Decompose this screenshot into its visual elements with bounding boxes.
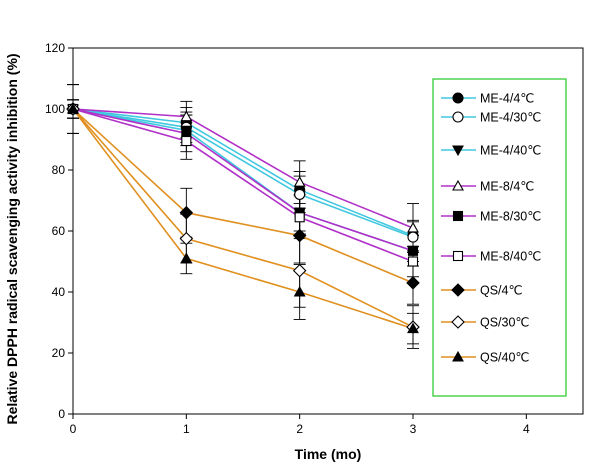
y-axis-title: Relative DPPH radical scavenging activit… xyxy=(4,53,20,424)
legend-entry: ME-4/40℃ xyxy=(441,144,541,158)
data-point xyxy=(180,110,193,122)
x-tick-label: 1 xyxy=(183,422,190,436)
legend-marker xyxy=(452,350,464,362)
legend-marker xyxy=(451,315,465,329)
data-point xyxy=(181,135,192,147)
series-lines xyxy=(72,108,414,330)
data-point xyxy=(293,176,306,187)
legend: ME-4/4℃ ME-4/30℃ ME-4/40℃ ME-8/4℃ ME-8/30℃ ME… xyxy=(432,78,567,397)
legend-label: QS/4℃ xyxy=(480,284,523,298)
x-tick-label: 2 xyxy=(296,422,303,436)
legend-marker xyxy=(452,250,464,262)
series-line-6 xyxy=(72,108,414,284)
data-point xyxy=(180,252,193,264)
legend-entry: ME-8/4℃ xyxy=(441,180,534,194)
y-tick-label: 0 xyxy=(58,407,65,421)
data-point xyxy=(179,205,194,220)
data-point xyxy=(294,188,306,200)
legend-marker xyxy=(452,145,464,157)
series-line-7 xyxy=(72,108,414,328)
legend-box xyxy=(432,78,567,397)
data-point xyxy=(179,231,194,246)
legend-entry: ME-4/4℃ xyxy=(441,92,534,106)
legend-entry: ME-4/30℃ xyxy=(441,111,541,125)
data-point xyxy=(406,276,420,290)
legend-entry: QS/40℃ xyxy=(441,351,529,365)
legend-entry: QS/4℃ xyxy=(441,283,523,298)
x-tick-label: 4 xyxy=(523,422,530,436)
legend-label: ME-4/40℃ xyxy=(480,144,541,158)
legend-entry: ME-8/40℃ xyxy=(441,250,541,264)
data-point xyxy=(292,263,307,278)
legend-entry: ME-8/30℃ xyxy=(441,210,541,224)
data-point xyxy=(407,221,419,233)
y-tick-label: 60 xyxy=(52,224,66,238)
x-tick-label: 0 xyxy=(70,422,77,436)
series-line-4 xyxy=(72,108,414,252)
y-tick-label: 40 xyxy=(52,285,66,299)
series-line-8 xyxy=(72,108,414,330)
data-point xyxy=(407,256,419,267)
legend-marker xyxy=(452,179,464,191)
legend-marker xyxy=(452,92,464,104)
legend-label: ME-4/4℃ xyxy=(480,92,534,106)
y-tick-label: 80 xyxy=(52,163,66,177)
legend-label: ME-4/30℃ xyxy=(480,111,541,125)
data-point xyxy=(292,228,307,243)
legend-label: QS/30℃ xyxy=(480,316,529,330)
data-point xyxy=(407,231,419,243)
y-tick-label: 120 xyxy=(45,41,65,55)
data-point xyxy=(407,245,419,256)
legend-marker xyxy=(452,111,464,123)
y-tick-label: 20 xyxy=(52,346,66,360)
y-tick-label: 100 xyxy=(45,102,65,116)
legend-label: QS/40℃ xyxy=(480,351,529,365)
legend-label: ME-8/40℃ xyxy=(480,250,541,264)
series-line-3 xyxy=(72,108,414,229)
data-point xyxy=(293,285,306,297)
series-line-5 xyxy=(72,108,414,263)
x-tick-label: 3 xyxy=(410,422,417,436)
legend-marker xyxy=(452,210,464,222)
axes: 0 20 40 60 80 100 120 0 1 2 3 4 xyxy=(45,41,530,436)
legend-marker xyxy=(451,283,465,297)
series-line-1 xyxy=(72,108,414,238)
x-axis-title: Time (mo) xyxy=(295,446,362,462)
series-line-0 xyxy=(72,108,414,237)
legend-label: ME-8/4℃ xyxy=(480,180,534,194)
legend-label: ME-8/30℃ xyxy=(480,210,541,224)
legend-entry: QS/30℃ xyxy=(441,315,529,330)
data-point xyxy=(407,322,419,334)
data-point xyxy=(294,212,305,223)
